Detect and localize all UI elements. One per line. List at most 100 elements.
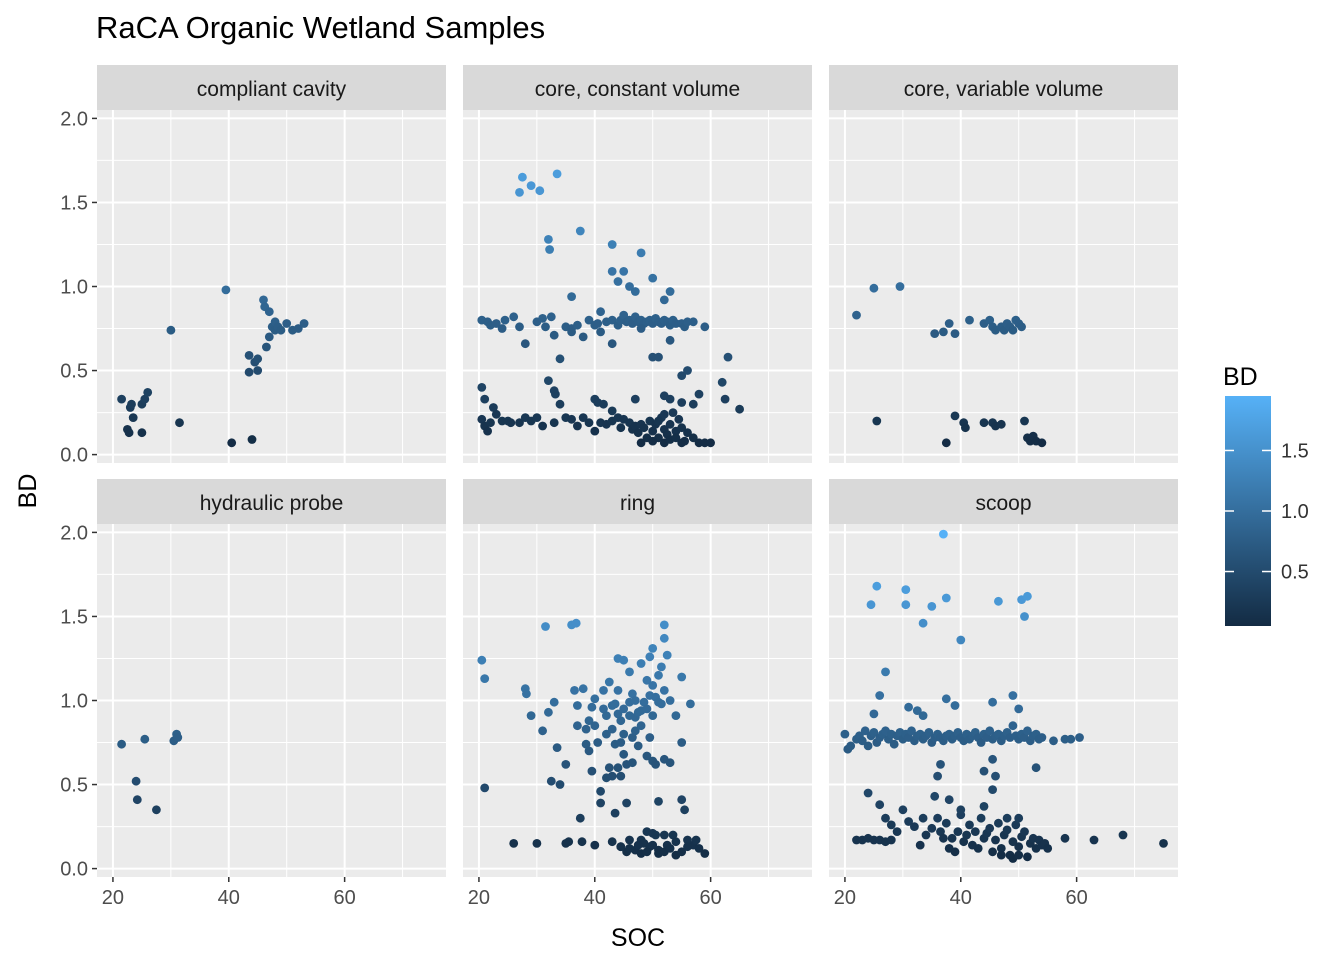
data-point bbox=[642, 675, 652, 685]
data-point bbox=[541, 622, 550, 631]
data-point bbox=[970, 827, 980, 836]
data-point bbox=[988, 785, 997, 794]
data-point bbox=[869, 283, 879, 293]
data-point bbox=[590, 694, 600, 704]
data-point bbox=[616, 771, 626, 781]
data-point bbox=[648, 681, 658, 690]
data-point bbox=[117, 739, 126, 749]
data-point bbox=[994, 818, 1003, 828]
data-point bbox=[985, 315, 995, 325]
x-tick-label: 40 bbox=[218, 887, 240, 909]
x-tick-label: 20 bbox=[468, 887, 490, 909]
data-point bbox=[720, 394, 730, 404]
facet-strip bbox=[97, 65, 446, 110]
data-point bbox=[668, 830, 678, 840]
data-point bbox=[480, 674, 490, 683]
data-point bbox=[639, 697, 649, 707]
data-point bbox=[962, 830, 971, 840]
data-point bbox=[619, 267, 629, 276]
data-point bbox=[140, 394, 150, 404]
data-point bbox=[921, 830, 931, 840]
data-point bbox=[491, 319, 501, 328]
y-axis-label: BD bbox=[14, 474, 42, 509]
data-point bbox=[480, 783, 490, 793]
data-point bbox=[227, 438, 237, 448]
data-point bbox=[619, 655, 629, 665]
data-point bbox=[927, 602, 937, 611]
data-point bbox=[953, 827, 963, 836]
data-point bbox=[599, 686, 608, 695]
data-point bbox=[735, 404, 744, 414]
data-point bbox=[959, 837, 969, 847]
data-point bbox=[509, 839, 519, 848]
facet-strip bbox=[829, 479, 1178, 524]
data-point bbox=[918, 813, 928, 823]
data-point bbox=[665, 419, 675, 429]
data-point bbox=[944, 795, 954, 805]
data-point bbox=[546, 776, 556, 786]
data-point bbox=[956, 635, 966, 645]
facet-label: hydraulic probe bbox=[200, 492, 344, 515]
data-point bbox=[633, 741, 643, 751]
data-point bbox=[677, 738, 687, 747]
data-point bbox=[886, 820, 896, 830]
facet-panel: hydraulic probe 0.0 0.5 1.0 1.5 2.0 20 40 60 bbox=[60, 479, 446, 909]
data-point bbox=[515, 418, 524, 428]
data-point bbox=[991, 835, 1000, 845]
data-point bbox=[648, 426, 658, 436]
data-point bbox=[863, 788, 873, 798]
data-point bbox=[965, 820, 974, 830]
data-point bbox=[573, 721, 582, 731]
data-point bbox=[683, 428, 692, 438]
data-point bbox=[933, 771, 942, 781]
data-point bbox=[930, 329, 940, 338]
data-point bbox=[584, 418, 594, 428]
data-point bbox=[994, 596, 1003, 606]
data-point bbox=[628, 689, 637, 699]
data-point bbox=[253, 366, 263, 375]
data-point bbox=[538, 421, 547, 431]
data-point bbox=[500, 315, 510, 325]
data-point bbox=[127, 399, 136, 409]
data-point bbox=[677, 371, 687, 380]
y-tick-label: 2.0 bbox=[60, 108, 88, 130]
data-point bbox=[665, 287, 675, 296]
data-point bbox=[892, 827, 902, 836]
facet-label: scoop bbox=[975, 492, 1031, 515]
data-point bbox=[259, 295, 268, 305]
data-point bbox=[912, 706, 922, 715]
data-point bbox=[132, 795, 142, 805]
facet-panel: core, constant volume bbox=[463, 65, 812, 463]
data-point bbox=[244, 367, 254, 377]
data-point bbox=[590, 721, 600, 731]
data-point bbox=[613, 709, 623, 719]
data-point bbox=[950, 329, 960, 338]
y-tick-label: 0.5 bbox=[60, 775, 88, 797]
facet-strip bbox=[97, 479, 446, 524]
data-point bbox=[584, 746, 594, 756]
color-legend: BD 0.5 1.0 1.5 bbox=[1223, 363, 1309, 626]
data-point bbox=[939, 833, 948, 843]
facet-panels: compliant cavity 0.0 0.5 1.0 1.5 2.0 core, con… bbox=[60, 65, 1178, 909]
data-point bbox=[677, 423, 687, 433]
data-point bbox=[654, 797, 663, 806]
data-point bbox=[544, 376, 553, 385]
data-point bbox=[651, 760, 660, 769]
data-point bbox=[567, 292, 576, 301]
data-point bbox=[175, 418, 184, 428]
data-point bbox=[244, 351, 254, 360]
data-point bbox=[293, 324, 303, 333]
data-point bbox=[570, 686, 579, 695]
y-tick-label: 2.0 bbox=[60, 522, 88, 544]
data-point bbox=[593, 738, 603, 747]
data-point bbox=[613, 277, 623, 286]
data-point bbox=[538, 314, 547, 323]
data-point bbox=[1008, 691, 1018, 700]
data-point bbox=[544, 707, 553, 717]
data-point bbox=[996, 850, 1006, 860]
data-point bbox=[996, 844, 1006, 853]
data-point bbox=[552, 743, 562, 752]
data-point bbox=[979, 802, 989, 811]
legend-title: BD bbox=[1223, 363, 1258, 391]
